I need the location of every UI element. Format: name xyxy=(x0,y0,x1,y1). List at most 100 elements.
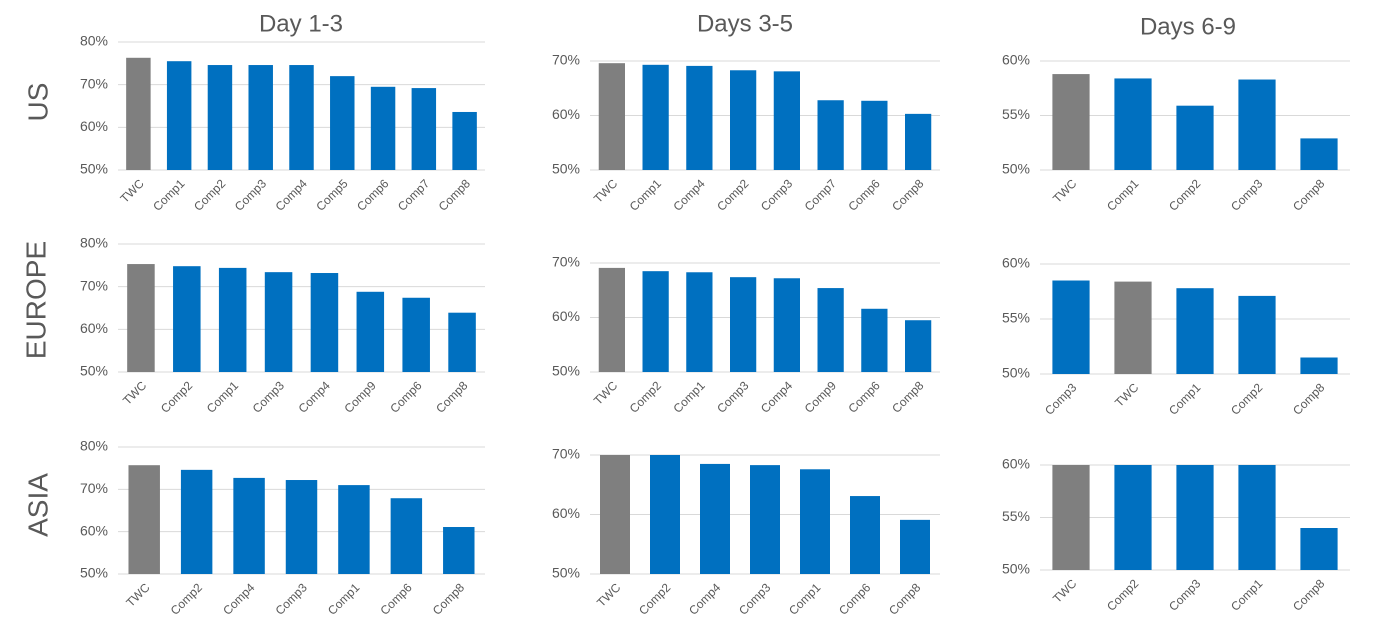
bar xyxy=(402,297,430,372)
y-tick-label: 60% xyxy=(1002,456,1030,472)
bar xyxy=(233,477,265,574)
x-tick-label: Comp4 xyxy=(670,176,707,213)
bar xyxy=(180,469,213,574)
x-tick-label: Comp2 xyxy=(168,580,205,617)
x-tick-label: Comp2 xyxy=(1104,576,1141,613)
y-tick-label: 60% xyxy=(552,505,580,521)
bar xyxy=(700,463,730,574)
bar xyxy=(773,71,800,170)
bar xyxy=(817,288,844,372)
y-tick-label: 55% xyxy=(1002,508,1030,524)
y-tick-label: 70% xyxy=(80,277,108,293)
bar xyxy=(730,70,757,170)
x-tick-label: Comp1 xyxy=(1166,380,1203,417)
y-tick-label: 60% xyxy=(80,118,108,134)
y-tick-label: 50% xyxy=(80,363,108,379)
x-tick-label: Comp3 xyxy=(232,176,269,213)
x-tick-label: Comp2 xyxy=(1228,380,1265,417)
bar xyxy=(850,496,880,574)
bar xyxy=(248,65,273,170)
bar xyxy=(642,271,669,372)
bar xyxy=(1114,465,1152,570)
bar xyxy=(800,469,830,574)
bar xyxy=(338,485,370,574)
x-tick-label: Comp7 xyxy=(395,176,432,213)
bar xyxy=(598,267,625,372)
bar xyxy=(1114,281,1152,374)
x-tick-label: Comp7 xyxy=(802,176,839,213)
x-tick-label: TWC xyxy=(120,378,149,407)
bar xyxy=(370,86,396,170)
y-tick-label: 50% xyxy=(552,565,580,581)
x-tick-label: Comp9 xyxy=(802,378,839,415)
y-tick-label: 60% xyxy=(1002,255,1030,271)
y-tick-label: 80% xyxy=(80,438,108,454)
bar xyxy=(443,527,475,574)
x-tick-label: Comp8 xyxy=(430,580,467,617)
bar xyxy=(1052,74,1090,170)
x-tick-label: Comp6 xyxy=(377,580,414,617)
x-tick-label: Comp3 xyxy=(273,580,310,617)
bar xyxy=(330,76,355,170)
bar xyxy=(310,273,339,372)
row-label: ASIA xyxy=(22,473,53,537)
x-tick-label: Comp2 xyxy=(158,378,195,415)
bar xyxy=(289,65,314,170)
x-tick-label: Comp2 xyxy=(191,176,228,213)
bar xyxy=(773,278,800,372)
x-tick-label: Comp4 xyxy=(296,378,333,415)
bar xyxy=(1300,138,1338,170)
bar xyxy=(598,63,625,170)
bar xyxy=(411,88,437,170)
bar xyxy=(166,61,192,171)
x-tick-label: TWC xyxy=(1050,176,1079,205)
column-title: Day 1-3 xyxy=(259,10,343,37)
x-tick-label: Comp8 xyxy=(889,176,926,213)
bar xyxy=(173,266,201,372)
y-tick-label: 60% xyxy=(1002,52,1030,68)
bar xyxy=(1052,280,1090,374)
bar xyxy=(218,267,247,372)
bar xyxy=(1238,465,1276,570)
row-label: US xyxy=(22,83,53,122)
bar xyxy=(750,465,780,574)
x-tick-label: Comp4 xyxy=(686,580,723,617)
bar xyxy=(1238,79,1276,170)
y-tick-label: 50% xyxy=(552,363,580,379)
x-tick-label: Comp6 xyxy=(387,378,424,415)
bar xyxy=(650,455,680,574)
bar xyxy=(448,312,476,372)
x-tick-label: Comp4 xyxy=(273,176,310,213)
x-tick-label: Comp1 xyxy=(786,580,823,617)
bar xyxy=(452,111,477,170)
x-tick-label: Comp8 xyxy=(433,378,470,415)
y-tick-label: 60% xyxy=(552,308,580,324)
x-tick-label: Comp3 xyxy=(1228,176,1265,213)
bar xyxy=(127,264,155,372)
x-tick-label: Comp3 xyxy=(1042,380,1079,417)
row-label: EUROPE xyxy=(20,241,51,359)
bar xyxy=(1052,465,1090,570)
bar xyxy=(128,465,160,574)
bar xyxy=(1114,78,1152,170)
y-tick-label: 50% xyxy=(80,565,108,581)
x-tick-label: Comp6 xyxy=(845,378,882,415)
bar xyxy=(905,320,932,372)
bar xyxy=(642,64,669,170)
bar xyxy=(1176,105,1214,170)
x-tick-label: Comp5 xyxy=(313,176,350,213)
x-tick-label: TWC xyxy=(118,176,147,205)
x-tick-label: Comp8 xyxy=(436,176,473,213)
x-tick-label: Comp3 xyxy=(1166,576,1203,613)
bar xyxy=(905,113,932,170)
y-tick-label: 50% xyxy=(1002,161,1030,177)
y-tick-label: 55% xyxy=(1002,310,1030,326)
x-tick-label: TWC xyxy=(1050,576,1079,605)
y-tick-label: 50% xyxy=(1002,365,1030,381)
x-tick-label: Comp6 xyxy=(845,176,882,213)
x-tick-label: Comp2 xyxy=(636,580,673,617)
y-tick-label: 80% xyxy=(80,33,108,49)
y-tick-label: 70% xyxy=(80,75,108,91)
y-tick-label: 80% xyxy=(80,235,108,251)
